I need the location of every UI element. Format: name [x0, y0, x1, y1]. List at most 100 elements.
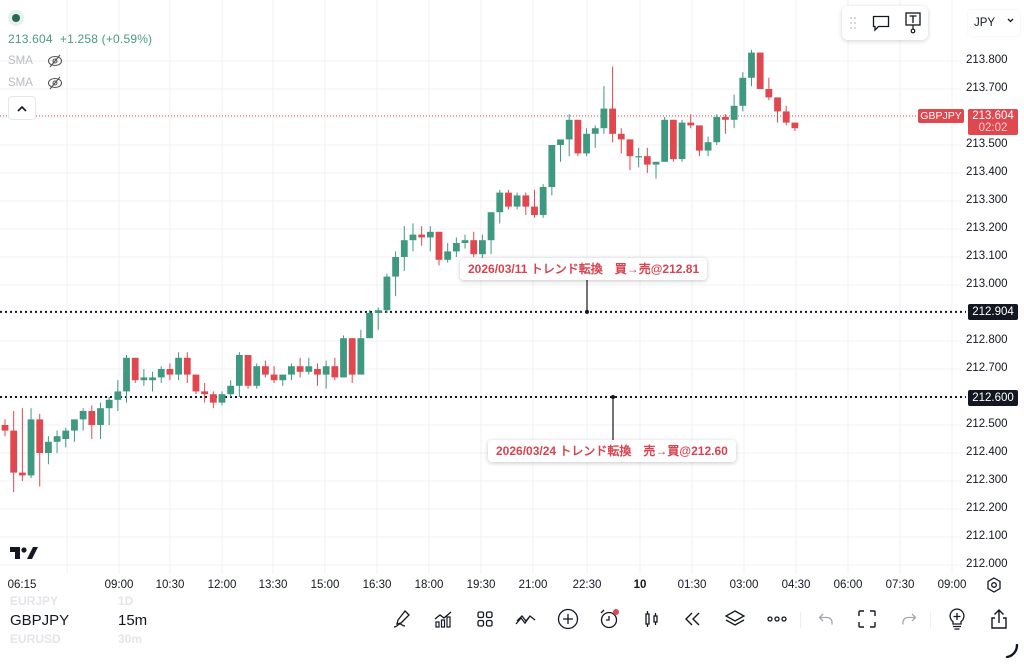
price-tick: 213.700 — [966, 82, 1008, 94]
undo-icon — [818, 613, 833, 625]
patterns-icon — [515, 615, 536, 625]
drag-handle-icon[interactable] — [850, 17, 856, 29]
time-tick: 10 — [633, 579, 647, 591]
current-interval[interactable]: 15m — [118, 612, 148, 629]
redo-icon — [902, 613, 917, 625]
candles-icon — [645, 611, 658, 627]
time-tick: 06:15 — [7, 579, 37, 591]
draw-button[interactable] — [391, 608, 413, 630]
indicator-label: SMA — [8, 55, 33, 67]
alert-button[interactable] — [598, 608, 620, 630]
replay-button[interactable] — [682, 608, 704, 630]
price-tick: 212.200 — [966, 502, 1008, 514]
annotation-callout[interactable]: 2026/03/11 トレンド転換 買→売@212.81 — [460, 258, 708, 280]
lightbulb-plus-icon — [949, 608, 965, 630]
time-tick: 07:30 — [885, 579, 915, 591]
status-dot-icon — [8, 10, 24, 26]
last-price: 213.604 — [8, 32, 53, 46]
add-button[interactable] — [557, 608, 579, 630]
prev-symbol[interactable]: EURJPY — [10, 594, 59, 608]
price-tick: 212.700 — [966, 362, 1008, 374]
more-button[interactable] — [766, 608, 788, 630]
grid-icon — [477, 611, 493, 627]
current-symbol[interactable]: GBPJPY — [10, 612, 70, 629]
last-price-tag: 213.604 02:02 — [968, 109, 1018, 135]
rewind-icon — [685, 612, 700, 626]
layers-button[interactable] — [724, 608, 746, 630]
chevron-down-icon — [1007, 18, 1014, 23]
indicators-icon — [434, 611, 452, 628]
currency-value: JPY — [974, 17, 996, 29]
toolbar-divider — [800, 612, 801, 628]
chart-type-button[interactable] — [641, 608, 663, 630]
time-tick: 13:30 — [258, 579, 288, 591]
time-tick: 01:30 — [677, 579, 707, 591]
symbol-price-tag: GBPJPY — [918, 109, 964, 123]
price-tick: 213.800 — [966, 54, 1008, 66]
share-button[interactable] — [988, 608, 1010, 630]
fullscreen-button[interactable] — [856, 608, 878, 630]
currency-select[interactable]: JPY — [968, 10, 1020, 36]
time-tick: 16:30 — [362, 579, 392, 591]
time-tick: 03:00 — [729, 579, 759, 591]
more-horizontal-icon — [767, 616, 787, 622]
price-tick: 213.200 — [966, 222, 1008, 234]
hline-price-tag: 212.904 — [968, 304, 1018, 320]
price-tick: 212.100 — [966, 530, 1008, 542]
layouts-button[interactable] — [474, 608, 496, 630]
price-tick: 212.400 — [966, 446, 1008, 458]
collapse-legend-button[interactable] — [8, 96, 36, 120]
chart-area[interactable] — [0, 0, 1024, 600]
bar-countdown: 02:02 — [978, 122, 1008, 134]
time-tick: 15:00 — [310, 579, 340, 591]
ideas-button[interactable] — [946, 608, 968, 630]
next-interval[interactable]: 30m — [118, 632, 143, 646]
resize-handle-icon[interactable] — [1005, 644, 1019, 658]
last-price-value: 213.604 — [972, 110, 1014, 122]
time-tick: 10:30 — [155, 579, 185, 591]
indicator-sma-2[interactable]: SMA — [8, 76, 152, 90]
time-tick: 09:00 — [937, 579, 967, 591]
share-icon — [991, 609, 1007, 629]
time-tick: 22:30 — [572, 579, 602, 591]
time-tick: 09:00 — [104, 579, 134, 591]
time-tick: 04:30 — [781, 579, 811, 591]
price-tick: 212.800 — [966, 334, 1008, 346]
comment-icon[interactable] — [872, 14, 890, 32]
change: +1.258 (+0.59%) — [59, 32, 153, 46]
layers-icon — [724, 610, 746, 626]
annotation-callout[interactable]: 2026/03/24 トレンド転換 売→買@212.60 — [488, 440, 736, 462]
floating-drawing-toolbar — [842, 6, 928, 40]
tradingview-logo-icon[interactable] — [10, 546, 38, 560]
prev-interval[interactable]: 1D — [118, 594, 134, 608]
bottom-toolbar: EURJPY GBPJPY EURUSD 1D 15m 30m — [0, 594, 1024, 664]
time-tick: 21:00 — [518, 579, 548, 591]
redo-button[interactable] — [898, 608, 920, 630]
toolbar-divider — [930, 612, 931, 628]
eye-off-icon[interactable] — [47, 76, 63, 90]
chart-legend: 213.604 +1.258 (+0.59%) SMA SMA — [8, 10, 152, 90]
candlestick-chart[interactable] — [0, 0, 1024, 600]
price-tick: 213.400 — [966, 166, 1008, 178]
eye-off-icon[interactable] — [47, 54, 63, 68]
price-tick: 213.500 — [966, 138, 1008, 150]
text-note-icon[interactable] — [904, 12, 922, 34]
price-tick: 213.000 — [966, 278, 1008, 290]
price-tick: 212.300 — [966, 474, 1008, 486]
price-tick: 213.300 — [966, 194, 1008, 206]
time-tick: 19:30 — [466, 579, 496, 591]
price-tick: 212.500 — [966, 418, 1008, 430]
chevron-up-icon — [17, 105, 27, 112]
settings-icon[interactable] — [986, 577, 1002, 593]
indicator-sma-1[interactable]: SMA — [8, 54, 152, 68]
price-tick: 213.100 — [966, 250, 1008, 262]
time-axis[interactable]: 06:15 09:00 10:30 12:00 13:30 15:00 16:30 18:00… — [0, 574, 1024, 596]
fullscreen-icon — [858, 610, 876, 628]
indicators-button[interactable] — [432, 608, 454, 630]
time-tick: 12:00 — [207, 579, 237, 591]
undo-button[interactable] — [815, 608, 837, 630]
plus-circle-icon — [557, 608, 579, 630]
next-symbol[interactable]: EURUSD — [10, 632, 61, 646]
patterns-button[interactable] — [515, 608, 537, 630]
time-tick: 06:00 — [833, 579, 863, 591]
